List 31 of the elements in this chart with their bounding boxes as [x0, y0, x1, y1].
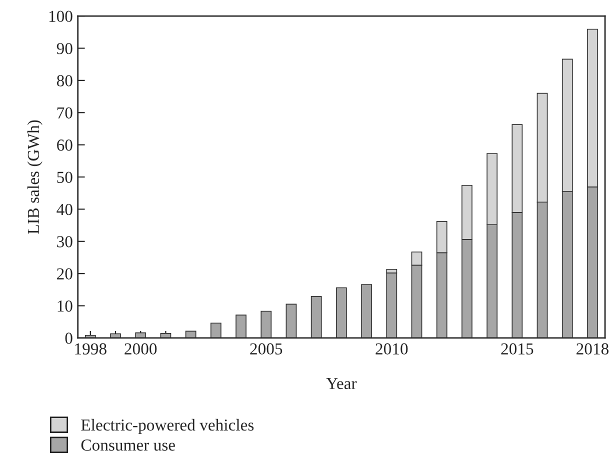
y-tick-label: 80: [56, 75, 72, 86]
bar: [135, 332, 146, 338]
legend-label: Electric-powered vehicles: [81, 418, 254, 434]
y-tick-label: 30: [57, 236, 72, 248]
y-tick-label: 50: [57, 172, 72, 183]
bar: [185, 330, 196, 338]
bar: [210, 322, 222, 338]
y-tick-label: 10: [58, 300, 72, 312]
bar: [336, 287, 347, 338]
bar: [386, 272, 398, 338]
bar: [236, 314, 246, 338]
y-tick-label: 100: [49, 10, 72, 22]
y-tick-label: 60: [57, 140, 72, 151]
x-tick-label: 2018: [576, 343, 609, 355]
y-tick-label: 90: [56, 42, 72, 54]
bar: [310, 296, 322, 338]
x-tick-label: 2000: [124, 343, 157, 355]
x-tick-label: 2015: [501, 343, 534, 355]
x-axis-title: Year: [326, 378, 357, 390]
bar: [286, 304, 297, 338]
x-tick-label: 2010: [376, 343, 408, 355]
x-tick-label: 2005: [250, 343, 282, 355]
y-axis-title: LIB sales (GWh): [27, 120, 42, 234]
bar: [361, 284, 372, 338]
y-tick-label: 70: [57, 107, 72, 119]
legend-label: Consumer use: [81, 440, 175, 451]
bar: [260, 310, 272, 338]
x-tick-label: 1998: [75, 343, 106, 355]
y-tick-label: 0: [65, 332, 72, 344]
y-tick-label: 40: [56, 204, 72, 216]
y-tick-label: 20: [57, 268, 72, 280]
